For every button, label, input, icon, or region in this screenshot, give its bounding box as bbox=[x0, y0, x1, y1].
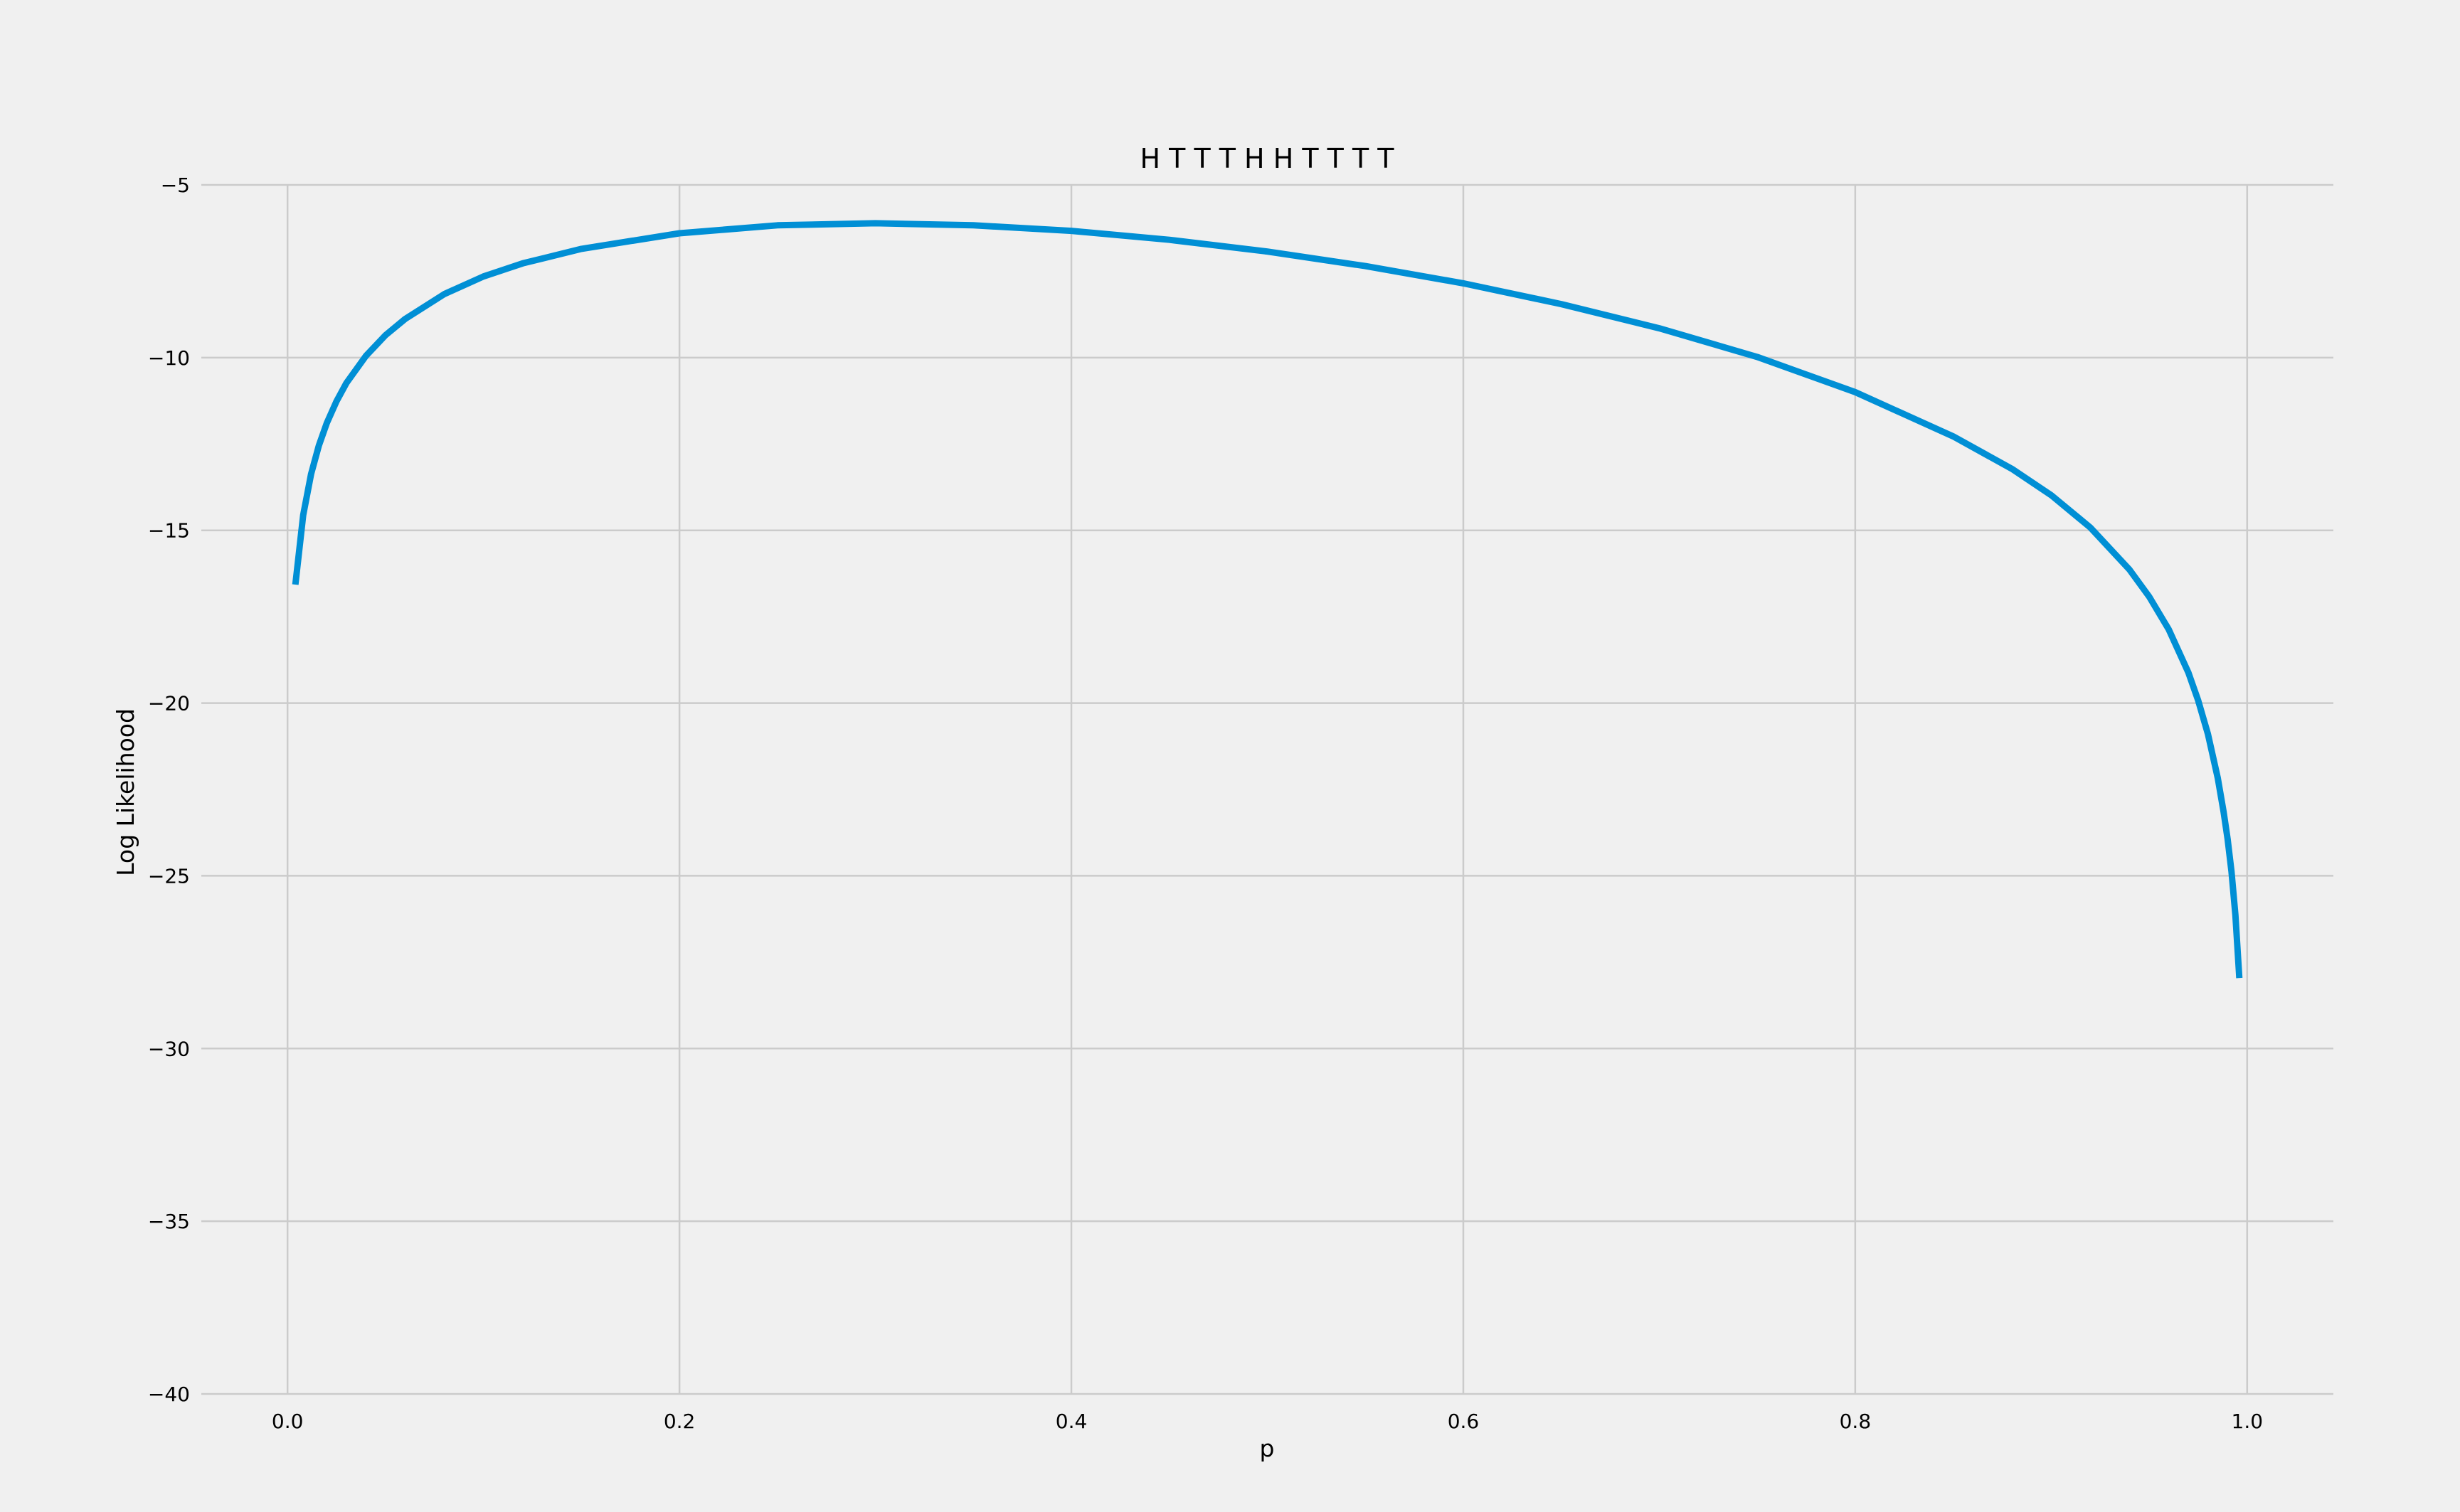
y-tick-label: −10 bbox=[148, 346, 190, 370]
x-tick-label: 0.4 bbox=[1056, 1410, 1088, 1433]
y-tick-label: −20 bbox=[148, 692, 190, 715]
series-line bbox=[292, 220, 2243, 979]
y-tick-label: −40 bbox=[148, 1383, 190, 1406]
x-axis-label: p bbox=[1260, 1434, 1275, 1462]
chart-title: H T T T H H T T T T bbox=[1140, 143, 1395, 174]
x-tick-label: 1.0 bbox=[2232, 1410, 2264, 1433]
x-tick-label: 0.6 bbox=[1448, 1410, 1480, 1433]
x-tick-label: 0.2 bbox=[664, 1410, 696, 1433]
y-tick-label: −15 bbox=[148, 519, 190, 543]
y-tick-label: −5 bbox=[161, 174, 190, 197]
y-tick-label: −25 bbox=[148, 864, 190, 888]
x-tick-label: 0.0 bbox=[272, 1410, 304, 1433]
tick-layer: 0.0 0.2 0.4 0.6 0.8 1.0 −5 −10 −15 −20 −25 −30 −35 −4… bbox=[148, 174, 2263, 1433]
y-axis-label: Log Likelihood bbox=[112, 708, 139, 876]
y-tick-label: −30 bbox=[148, 1037, 190, 1060]
x-tick-label: 0.8 bbox=[1840, 1410, 1872, 1433]
line-layer bbox=[292, 220, 2243, 979]
y-tick-label: −35 bbox=[148, 1210, 190, 1233]
grid-layer bbox=[201, 183, 2333, 1395]
